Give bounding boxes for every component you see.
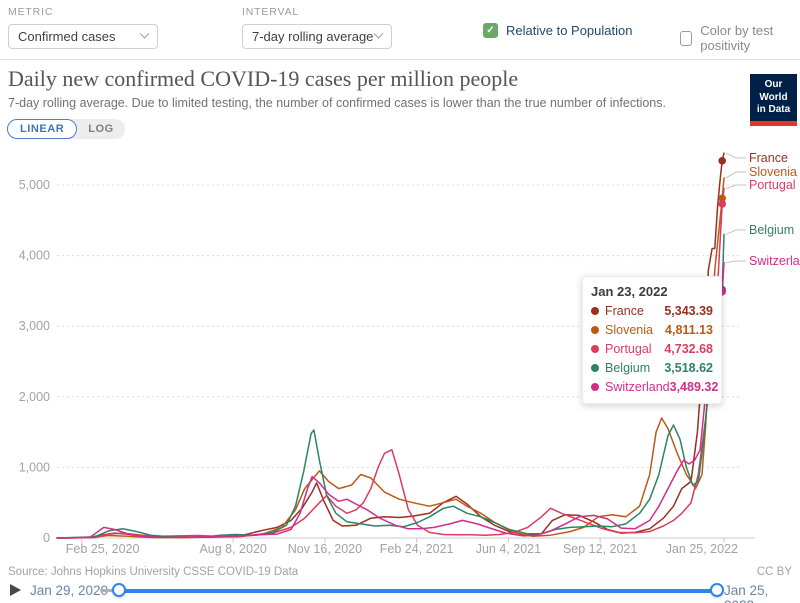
legend-label-france[interactable]: France: [749, 151, 788, 165]
hover-tooltip: Jan 23, 2022 France 5,343.39 Slovenia 4,811…: [582, 276, 722, 404]
relative-to-population-label: Relative to Population: [506, 23, 633, 38]
hover-dot-slovenia: [718, 194, 726, 203]
series-dot-icon: [591, 326, 599, 334]
owid-logo[interactable]: Our World in Data: [750, 74, 797, 126]
x-axis-tick-label: Jan 25, 2022: [666, 542, 738, 556]
page-subtitle: 7-day rolling average. Due to limited te…: [8, 96, 666, 110]
log-button[interactable]: LOG: [77, 119, 124, 139]
legend-connector: [725, 152, 746, 159]
owid-logo-line1: Our World: [759, 79, 788, 103]
timeline: Jan 29, 2020 Jan 25, 2022: [0, 579, 800, 603]
relative-to-population-checkbox[interactable]: ✓ Relative to Population: [483, 23, 632, 38]
series-dot-icon: [591, 307, 599, 315]
tooltip-value: 4,732.68: [664, 342, 713, 356]
legend-label-slovenia[interactable]: Slovenia: [749, 165, 797, 179]
y-axis-tick-label: 5,000: [19, 178, 50, 192]
tooltip-rows: France 5,343.39 Slovenia 4,811.13 Portugal 4,…: [591, 304, 718, 394]
owid-logo-line2: in Data: [756, 104, 791, 115]
y-axis-tick-label: 0: [43, 531, 50, 545]
interval-control: INTERVAL 7-day rolling average: [242, 6, 392, 49]
tooltip-row: Belgium 3,518.62: [591, 361, 713, 375]
legend-label-portugal[interactable]: Portugal: [749, 178, 796, 192]
tooltip-row: Switzerland 3,489.32: [591, 380, 718, 394]
x-axis-tick-label: Feb 24, 2021: [380, 542, 454, 556]
tooltip-value: 5,343.39: [664, 304, 713, 318]
chart-footer: Source: Johns Hopkins University CSSE CO…: [8, 566, 792, 578]
control-bar: METRIC Confirmed cases INTERVAL 7-day ro…: [0, 0, 800, 60]
license-note[interactable]: CC BY: [756, 566, 792, 578]
tooltip-country: Switzerland: [605, 380, 670, 394]
timeline-start-date[interactable]: Jan 29, 2020: [30, 583, 109, 598]
metric-select[interactable]: Confirmed cases: [8, 24, 158, 49]
source-note[interactable]: Source: Johns Hopkins University CSSE CO…: [8, 566, 299, 578]
tooltip-row: Slovenia 4,811.13: [591, 323, 713, 337]
x-axis-tick-label: Sep 12, 2021: [563, 542, 637, 556]
legend-connector: [725, 171, 746, 179]
interval-select[interactable]: 7-day rolling average: [242, 24, 392, 49]
timeline-track-unselected: [100, 589, 120, 592]
checkbox-checked-icon: ✓: [483, 23, 498, 38]
tooltip-country: France: [605, 304, 644, 318]
color-by-test-positivity-checkbox[interactable]: Color by test positivity: [680, 23, 800, 53]
tooltip-country: Belgium: [605, 361, 651, 375]
metric-control: METRIC Confirmed cases: [8, 6, 158, 49]
checkbox-unchecked-icon: [680, 30, 693, 46]
series-line-belgium[interactable]: [56, 233, 725, 539]
y-axis-tick-label: 4,000: [19, 249, 50, 263]
x-axis-tick-label: Jun 4, 2021: [476, 542, 541, 556]
x-axis-tick-label: Nov 16, 2020: [288, 542, 362, 556]
timeline-track-selected: [119, 588, 717, 593]
interval-select-value: 7-day rolling average: [252, 29, 374, 44]
legend-connector: [725, 184, 746, 189]
play-button[interactable]: [10, 584, 21, 596]
series-dot-icon: [591, 364, 599, 372]
series-dot-icon: [591, 383, 599, 391]
tooltip-value: 4,811.13: [665, 323, 713, 337]
tooltip-country: Portugal: [605, 342, 652, 356]
tooltip-row: Portugal 4,732.68: [591, 342, 713, 356]
tooltip-country: Slovenia: [605, 323, 653, 337]
tooltip-value: 3,518.62: [664, 361, 713, 375]
timeline-end-date[interactable]: Jan 25, 2022: [724, 583, 769, 603]
hover-dot-france: [718, 157, 726, 165]
hover-dot-portugal: [718, 200, 726, 208]
series-dot-icon: [591, 345, 599, 353]
tooltip-date: Jan 23, 2022: [591, 284, 668, 299]
metric-label: METRIC: [8, 6, 54, 18]
x-axis-tick-label: Feb 25, 2020: [66, 542, 140, 556]
y-axis-tick-label: 3,000: [19, 319, 50, 333]
color-by-test-positivity-label: Color by test positivity: [700, 23, 774, 53]
tooltip-row: France 5,343.39: [591, 304, 713, 318]
page-title: Daily new confirmed COVID-19 cases per m…: [8, 66, 519, 91]
x-axis-tick-label: Aug 8, 2020: [199, 542, 266, 556]
series-line-switzerland[interactable]: [56, 261, 725, 539]
legend-label-switzerland[interactable]: Switzerland: [749, 254, 800, 268]
y-axis-tick-label: 2,000: [19, 390, 50, 404]
interval-label: INTERVAL: [242, 6, 300, 18]
y-axis-tick-label: 1,000: [19, 460, 50, 474]
tooltip-value: 3,489.32: [669, 380, 719, 394]
linear-button[interactable]: LINEAR: [7, 119, 78, 139]
timeline-start-handle[interactable]: [112, 583, 126, 597]
metric-select-value: Confirmed cases: [18, 29, 116, 44]
timeline-end-handle[interactable]: [710, 583, 724, 597]
legend-label-belgium[interactable]: Belgium: [749, 223, 794, 237]
legend-connector: [725, 229, 746, 235]
timeline-slider[interactable]: [95, 579, 725, 603]
scale-toggle: LINEAR LOG: [7, 119, 125, 139]
legend-connector: [725, 260, 746, 264]
